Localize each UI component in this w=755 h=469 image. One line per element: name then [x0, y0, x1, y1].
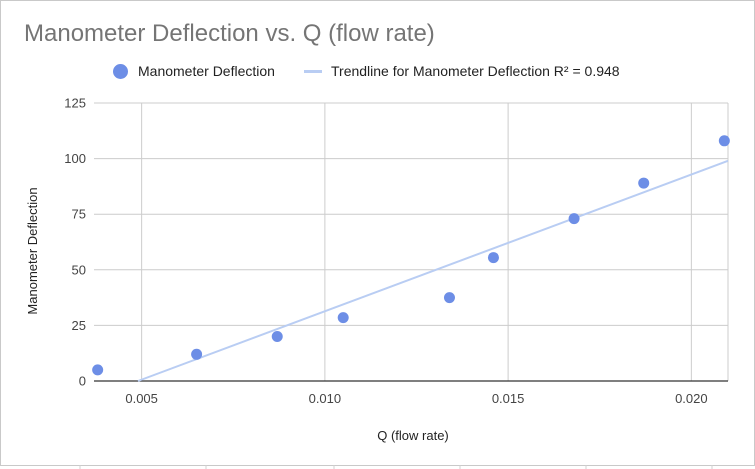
- data-point: [638, 177, 650, 189]
- data-point: [718, 135, 730, 147]
- y-axis-title: Manometer Deflection: [25, 187, 40, 314]
- chart-title: Manometer Deflection vs. Q (flow rate): [24, 20, 435, 47]
- legend-label-trendline: Trendline for Manometer Deflection R² = …: [331, 63, 620, 79]
- x-tick-label: 0.020: [675, 391, 708, 406]
- legend-item-trendline[interactable]: Trendline for Manometer Deflection R² = …: [304, 63, 620, 79]
- y-tick-label: 125: [64, 96, 86, 111]
- y-tick-label: 75: [72, 207, 86, 222]
- data-point: [568, 213, 580, 225]
- trendline: [137, 159, 729, 382]
- data-point: [271, 331, 283, 343]
- x-tick-label: 0.005: [125, 391, 158, 406]
- data-point: [487, 252, 499, 264]
- data-point: [92, 364, 104, 376]
- y-tick-label: 50: [72, 262, 86, 277]
- legend-item-series[interactable]: Manometer Deflection: [113, 63, 275, 79]
- y-tick-label: 25: [72, 318, 86, 333]
- data-point: [337, 312, 349, 324]
- x-axis-title: Q (flow rate): [377, 428, 449, 443]
- y-tick-label: 100: [64, 151, 86, 166]
- x-tick-label: 0.015: [492, 391, 525, 406]
- x-tick-label: 0.010: [309, 391, 342, 406]
- legend-marker-line: [304, 69, 322, 73]
- data-point: [443, 292, 455, 304]
- legend-marker-dot: [113, 63, 128, 79]
- legend-label-series: Manometer Deflection: [138, 63, 275, 79]
- data-point: [191, 348, 203, 360]
- y-tick-label: 0: [79, 374, 86, 389]
